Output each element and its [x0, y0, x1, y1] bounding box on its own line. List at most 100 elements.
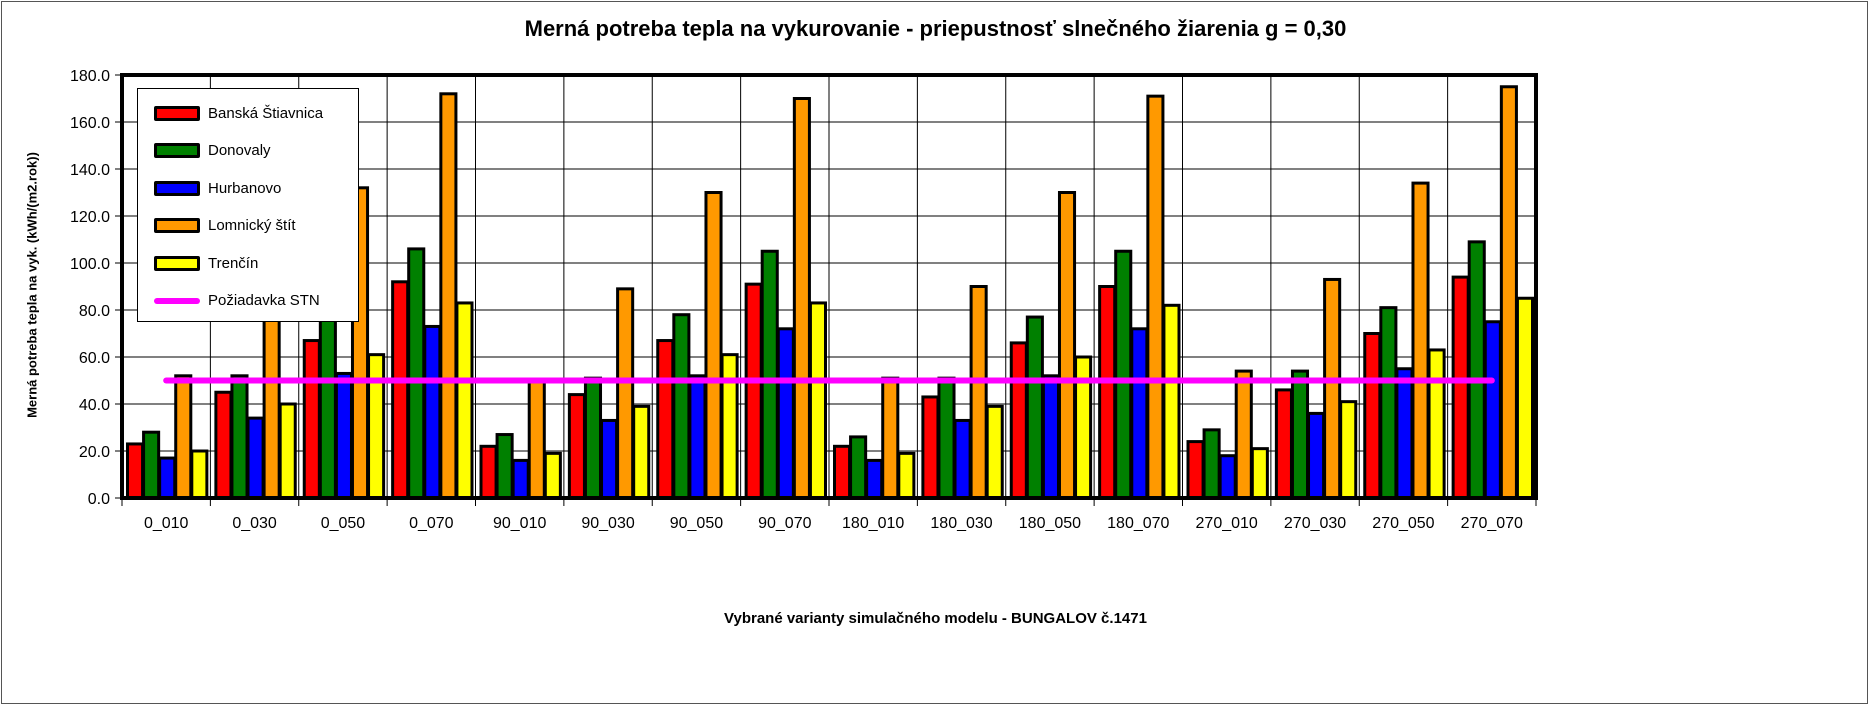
- x-tick-label: 90_070: [758, 515, 811, 532]
- legend-item: Donovaly: [154, 141, 271, 161]
- x-tick-label: 270_070: [1461, 515, 1523, 532]
- bar: [1307, 411, 1326, 500]
- legend-color-swatch: [154, 255, 200, 271]
- bar: [760, 249, 779, 500]
- bar: [190, 449, 209, 500]
- bar: [583, 376, 603, 500]
- bar: [158, 456, 177, 500]
- legend-label: Donovaly: [208, 142, 271, 159]
- y-tick-label: 0.0: [88, 491, 110, 508]
- bar: [1467, 240, 1486, 500]
- bar: [720, 353, 739, 500]
- bar: [1515, 296, 1535, 500]
- bar: [600, 418, 619, 500]
- bar: [985, 404, 1004, 500]
- legend-item: Trenčín: [154, 253, 258, 273]
- bar: [937, 376, 956, 500]
- bar: [1009, 341, 1028, 500]
- y-tick-label: 120.0: [70, 209, 110, 226]
- y-tick-label: 40.0: [79, 397, 110, 414]
- bar: [744, 282, 763, 500]
- bar: [126, 442, 145, 500]
- bar: [511, 458, 530, 500]
- bar: [1098, 285, 1117, 500]
- y-tick-label: 160.0: [70, 115, 110, 132]
- y-tick-label: 140.0: [70, 162, 110, 179]
- x-tick-label: 270_030: [1284, 515, 1346, 532]
- legend-color-swatch: [154, 105, 200, 121]
- legend: Banská Štiavnica Donovaly Hurbanovo Lomnick…: [137, 88, 359, 322]
- bar: [1323, 277, 1342, 500]
- bar: [1395, 367, 1414, 500]
- plot-border: [120, 73, 1538, 500]
- legend-label: Hurbanovo: [208, 179, 282, 197]
- bar: [1218, 454, 1237, 500]
- bar: [214, 390, 233, 500]
- bar: [1025, 315, 1044, 500]
- bar: [1234, 369, 1253, 500]
- bar: [1451, 275, 1470, 500]
- x-tick-label: 180_030: [930, 515, 992, 532]
- bar: [1162, 303, 1181, 500]
- bar: [1146, 94, 1165, 500]
- bar: [318, 310, 337, 500]
- bar: [1130, 327, 1149, 500]
- bar: [174, 374, 193, 500]
- x-tick-label: 0_030: [232, 515, 277, 532]
- bar: [1186, 440, 1205, 500]
- bar: [897, 451, 916, 500]
- bar: [808, 301, 827, 500]
- legend-item: Požiadavka STN: [154, 291, 320, 311]
- x-tick-label: 0_050: [321, 515, 366, 532]
- legend-label: Banská Štiavnica: [208, 104, 324, 122]
- x-tick-label: 270_050: [1372, 515, 1434, 532]
- y-tick-label: 100.0: [70, 256, 110, 273]
- bar: [495, 433, 514, 500]
- bar: [407, 247, 426, 500]
- bar: [1427, 348, 1446, 500]
- y-tick-label: 20.0: [79, 444, 110, 461]
- bar: [479, 444, 498, 500]
- bar: [656, 339, 675, 500]
- y-tick-label: 60.0: [79, 350, 110, 367]
- legend-color-swatch: [154, 180, 200, 196]
- bar: [704, 191, 723, 500]
- bar: [1290, 369, 1310, 500]
- chart-title: Merná potreba tepla na vykurovanie - pri…: [524, 16, 1347, 41]
- bar: [367, 353, 386, 500]
- bar: [1411, 181, 1430, 500]
- bar: [1483, 320, 1502, 500]
- x-tick-label: 180_070: [1107, 515, 1169, 532]
- bar: [246, 416, 265, 500]
- legend-label: Požiadavka STN: [208, 292, 320, 309]
- bar: [1202, 428, 1221, 500]
- bar: [1250, 447, 1269, 500]
- y-tick-label: 80.0: [79, 303, 110, 320]
- x-tick-label: 90_030: [581, 515, 634, 532]
- legend-line-swatch: [154, 297, 200, 304]
- bar: [1057, 191, 1077, 500]
- bar: [672, 313, 691, 500]
- bar: [953, 418, 972, 500]
- bar: [1339, 400, 1358, 500]
- bar: [921, 395, 940, 500]
- bar: [688, 374, 707, 500]
- bar: [567, 393, 586, 500]
- bar: [543, 451, 562, 500]
- bar: [969, 285, 988, 500]
- bar: [230, 374, 249, 500]
- x-tick-label: 270_010: [1196, 515, 1258, 532]
- bar: [776, 327, 795, 500]
- legend-item: Banská Štiavnica: [154, 103, 323, 123]
- x-tick-label: 180_050: [1019, 515, 1081, 532]
- bar: [1041, 374, 1060, 500]
- legend-color-swatch: [154, 218, 200, 233]
- bar: [833, 444, 852, 500]
- bar: [1499, 85, 1518, 500]
- x-tick-label: 90_010: [493, 515, 546, 532]
- bar: [849, 435, 868, 500]
- bar: [881, 376, 900, 500]
- bar: [1114, 249, 1133, 500]
- x-axis-label: Vybrané varianty simulačného modelu - BU…: [724, 610, 1147, 627]
